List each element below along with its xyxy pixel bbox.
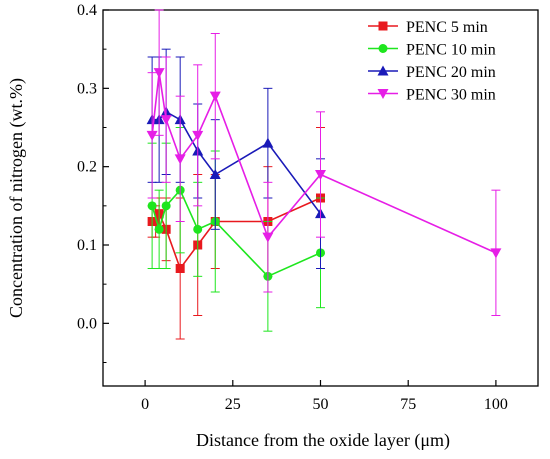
x-tick-label: 25 <box>225 396 241 413</box>
series-line <box>151 188 321 278</box>
data-point <box>153 68 165 79</box>
series-3 <box>146 48 326 269</box>
x-tick-label: 100 <box>484 396 508 413</box>
y-tick-label: 0.1 <box>77 237 97 254</box>
data-point <box>146 130 158 141</box>
series-2 <box>147 127 325 332</box>
legend-marker <box>378 21 388 31</box>
series-4 <box>146 9 502 316</box>
data-point <box>160 115 172 126</box>
data-point <box>193 224 203 234</box>
data-point <box>161 201 171 211</box>
legend-marker <box>377 65 389 76</box>
series-1 <box>147 127 325 340</box>
data-point <box>209 91 221 102</box>
legend-marker <box>377 89 389 99</box>
legend: PENC 5 min PENC 10 min PENC 20 min PENC 30 … <box>368 19 496 104</box>
x-tick-label: 50 <box>313 396 329 413</box>
legend-label: PENC 10 min <box>406 42 496 59</box>
series-layer <box>146 9 502 340</box>
legend-label: PENC 30 min <box>406 87 496 104</box>
legend-label: PENC 5 min <box>406 19 488 36</box>
data-point <box>151 217 161 226</box>
data-point <box>315 170 326 180</box>
data-point <box>147 201 157 211</box>
data-point <box>174 154 186 165</box>
series-line <box>152 197 321 271</box>
y-tick-label: 0.2 <box>77 159 97 176</box>
data-point <box>262 232 274 243</box>
y-axis-title: Concentration of nitrogen (wt.%) <box>6 78 27 318</box>
data-point <box>192 130 204 141</box>
x-tick-label: 75 <box>400 396 416 413</box>
data-point <box>154 224 164 234</box>
data-point <box>175 264 185 273</box>
legend-label: PENC 20 min <box>406 64 496 81</box>
data-point <box>209 169 221 179</box>
legend-item: PENC 30 min <box>368 87 496 104</box>
legend-item: PENC 20 min <box>368 64 496 81</box>
y-tick-label: 0.3 <box>77 80 97 97</box>
x-tick-label: 0 <box>141 396 149 413</box>
data-point <box>262 137 274 148</box>
x-axis: 0 25 50 75 100 <box>141 380 508 413</box>
legend-item: PENC 5 min <box>368 19 488 36</box>
y-tick-label: 0.0 <box>77 315 97 332</box>
y-tick-label: 0.4 <box>77 2 97 19</box>
legend-item: PENC 10 min <box>368 42 496 59</box>
legend-marker <box>378 44 388 53</box>
x-axis-title: Distance from the oxide layer (μm) <box>196 430 450 451</box>
data-point <box>490 248 502 259</box>
y-axis: 0.0 0.1 0.2 0.3 0.4 <box>77 2 109 363</box>
